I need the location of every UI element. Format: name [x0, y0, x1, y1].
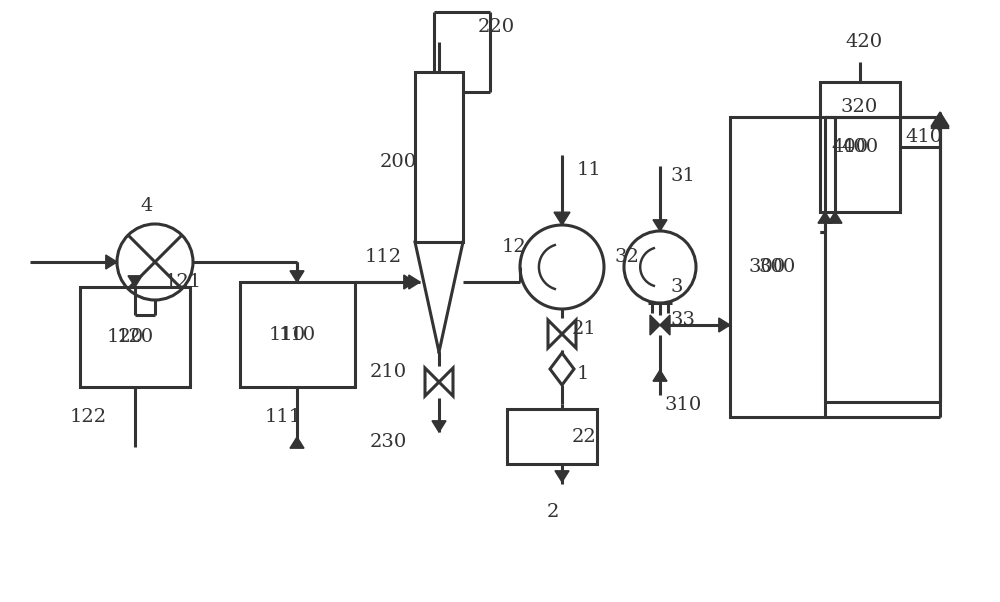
Polygon shape: [290, 437, 304, 448]
Polygon shape: [653, 220, 667, 231]
Text: 410: 410: [905, 128, 942, 146]
Polygon shape: [931, 112, 949, 126]
Text: 400: 400: [831, 138, 869, 156]
Bar: [240, 282, 355, 387]
Text: 12: 12: [502, 238, 527, 256]
Text: 22: 22: [572, 427, 597, 445]
Polygon shape: [555, 471, 569, 482]
Text: 11: 11: [577, 161, 602, 179]
Text: 111: 111: [265, 408, 302, 426]
Polygon shape: [719, 318, 730, 332]
Polygon shape: [106, 255, 117, 269]
Text: 120: 120: [116, 328, 154, 346]
Polygon shape: [128, 276, 142, 287]
Polygon shape: [931, 114, 949, 128]
Text: 220: 220: [478, 18, 515, 36]
Bar: [730, 117, 825, 417]
Text: 110: 110: [279, 326, 316, 344]
Text: 31: 31: [670, 167, 695, 185]
Text: 110: 110: [269, 326, 306, 344]
Text: 121: 121: [165, 273, 202, 291]
Polygon shape: [404, 275, 415, 289]
Text: 310: 310: [665, 396, 702, 414]
Polygon shape: [653, 370, 667, 381]
Polygon shape: [660, 315, 670, 335]
Polygon shape: [818, 212, 832, 223]
Text: 2: 2: [547, 503, 559, 521]
Text: 300: 300: [759, 258, 796, 276]
Text: 21: 21: [572, 320, 597, 338]
Text: 200: 200: [380, 153, 417, 171]
Text: 400: 400: [841, 138, 879, 156]
Text: 33: 33: [670, 311, 695, 329]
Polygon shape: [432, 421, 446, 432]
Text: 230: 230: [370, 433, 407, 451]
Text: 300: 300: [749, 258, 786, 276]
Text: 112: 112: [365, 248, 402, 266]
Bar: [507, 409, 597, 464]
Text: 32: 32: [615, 248, 640, 266]
Text: 320: 320: [840, 98, 877, 116]
Polygon shape: [828, 212, 842, 223]
Polygon shape: [290, 271, 304, 282]
Text: 1: 1: [577, 365, 589, 383]
Polygon shape: [409, 275, 420, 289]
Polygon shape: [554, 212, 570, 225]
Text: 210: 210: [370, 363, 407, 381]
Text: 120: 120: [106, 328, 144, 346]
Text: 4: 4: [140, 197, 152, 215]
Text: 3: 3: [670, 278, 682, 296]
Text: 420: 420: [845, 33, 882, 51]
Polygon shape: [650, 315, 660, 335]
Bar: [80, 287, 190, 387]
Text: 122: 122: [70, 408, 107, 426]
Bar: [820, 82, 900, 212]
Bar: [415, 72, 463, 242]
